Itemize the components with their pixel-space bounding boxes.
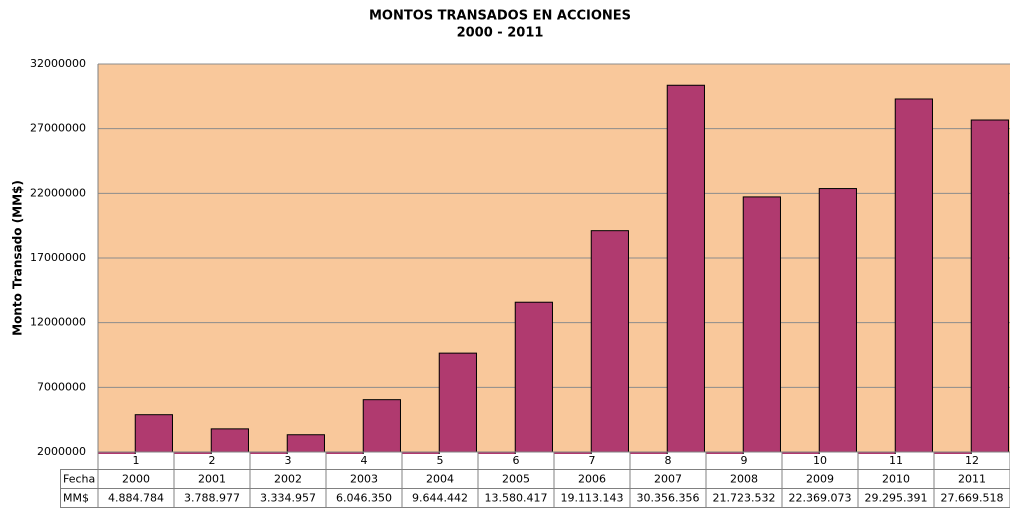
x-tick-label: 12 xyxy=(965,454,979,467)
table-cell: 2008 xyxy=(730,473,758,486)
table-cell: 2002 xyxy=(274,473,302,486)
table-cell: 2004 xyxy=(426,473,454,486)
bar xyxy=(514,301,553,453)
table-cell: 2009 xyxy=(806,473,834,486)
bars xyxy=(98,84,1009,454)
table-cell: 9.644.442 xyxy=(412,492,468,505)
table-cell: 3.334.957 xyxy=(260,492,316,505)
y-tick-label: 17000000 xyxy=(30,251,86,264)
x-tick-label: 7 xyxy=(589,454,596,467)
bar xyxy=(362,399,401,453)
y-tick-label: 2000000 xyxy=(37,445,86,458)
bar xyxy=(818,188,857,453)
bar xyxy=(666,84,705,453)
bar xyxy=(134,414,173,453)
x-tick-label: 1 xyxy=(133,454,140,467)
bar xyxy=(742,196,781,453)
bar xyxy=(894,98,933,453)
y-tick-label: 32000000 xyxy=(30,57,86,70)
x-tick-label: 9 xyxy=(741,454,748,467)
y-tick-label: 12000000 xyxy=(30,316,86,329)
table-cell: 2003 xyxy=(350,473,378,486)
table-cell: 19.113.143 xyxy=(561,492,624,505)
table-cell: 2010 xyxy=(882,473,910,486)
chart-subtitle: 2000 - 2011 xyxy=(457,26,544,41)
bar xyxy=(590,230,629,453)
x-tick-label: 6 xyxy=(513,454,520,467)
x-tick-label: 5 xyxy=(437,454,444,467)
y-tick-label: 22000000 xyxy=(30,186,86,199)
table-cell: 2011 xyxy=(958,473,986,486)
table-cell: 2005 xyxy=(502,473,530,486)
table-cell: 27.669.518 xyxy=(941,492,1004,505)
table-cell: 2001 xyxy=(198,473,226,486)
table-cell: 2000 xyxy=(122,473,150,486)
x-tick-label: 11 xyxy=(889,454,903,467)
x-tick-label: 3 xyxy=(285,454,292,467)
x-tick-label: 10 xyxy=(813,454,827,467)
table-cell: 6.046.350 xyxy=(336,492,392,505)
x-tick-label: 4 xyxy=(361,454,368,467)
table-cell: 21.723.532 xyxy=(713,492,776,505)
table-cell: 2007 xyxy=(654,473,682,486)
legend-label: Fecha xyxy=(63,473,95,486)
y-tick-label: 27000000 xyxy=(30,122,86,135)
legend-label: MM$ xyxy=(63,492,89,505)
x-tick-label: 2 xyxy=(209,454,216,467)
table-cell: 29.295.391 xyxy=(865,492,928,505)
table-cell: 4.884.784 xyxy=(108,492,164,505)
table-cell: 22.369.073 xyxy=(789,492,852,505)
bar xyxy=(210,428,249,453)
table-cell: 3.788.977 xyxy=(184,492,240,505)
y-tick-label: 7000000 xyxy=(37,380,86,393)
table-cell: 30.356.356 xyxy=(637,492,700,505)
bar xyxy=(438,352,477,453)
bar xyxy=(970,119,1009,453)
y-axis-label: Monto Transado (MM$) xyxy=(11,180,25,336)
chart-title: MONTOS TRANSADOS EN ACCIONES xyxy=(369,9,631,24)
table-cell: 13.580.417 xyxy=(485,492,548,505)
x-tick-label: 8 xyxy=(665,454,672,467)
table-cell: 2006 xyxy=(578,473,606,486)
bar xyxy=(286,434,325,453)
